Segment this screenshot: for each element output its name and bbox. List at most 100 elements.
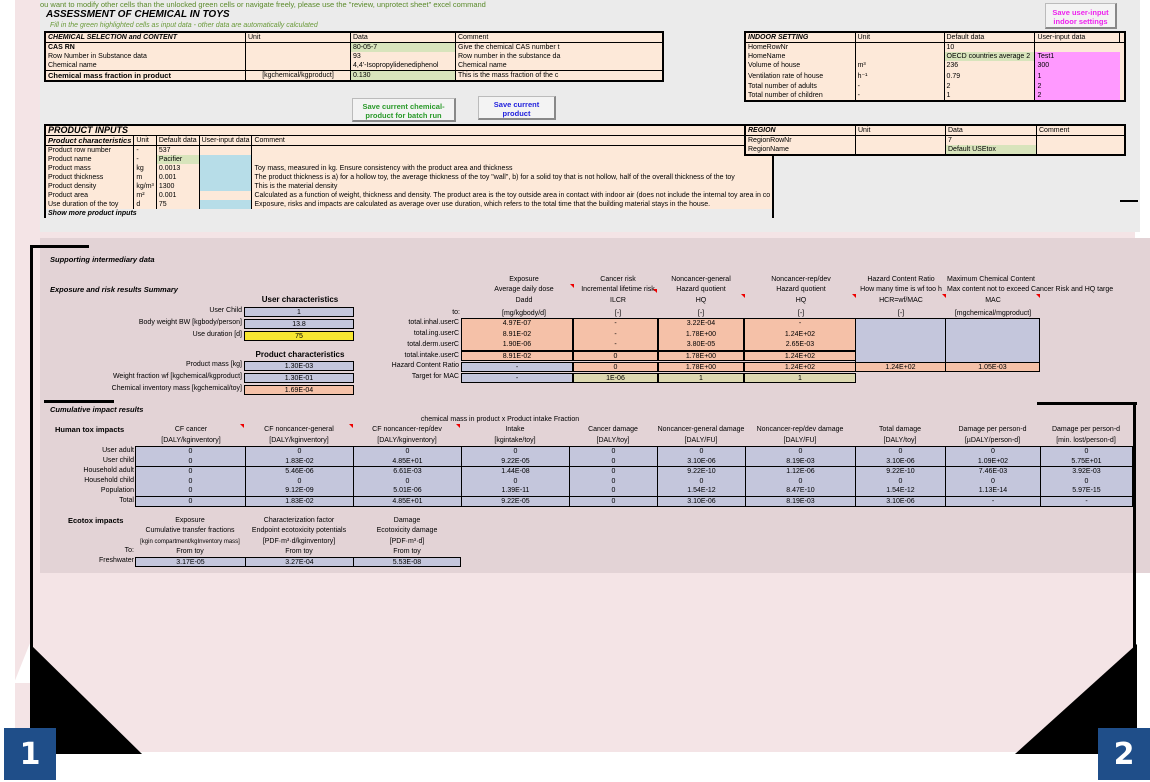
adults-unit: - [854,82,944,91]
risk-row-label: Hazard Content Ratio [391,362,459,369]
cell: - [1040,496,1133,507]
exposure-block [461,318,573,351]
save-product-button[interactable]: Save current product [478,96,556,120]
risk-value: 1E-06 [573,373,658,383]
ecotox-subheader: Ecotoxicity damage [376,527,438,534]
row-number-value: 93 [350,52,456,61]
cell: 9.22E-10 [657,466,746,477]
product-name-input[interactable] [198,155,252,164]
ecotox-unit: [PDF·m³·d/kginventory] [262,538,336,545]
page-title: ASSESSMENT OF CHEMICAL IN TOYS [46,9,230,20]
freshwater-cf: 3.27E-04 [245,557,354,567]
product-mass-default: 0.0013 [155,164,200,173]
border-mark [1120,200,1138,202]
risk-value: 3.80E-05 [686,341,716,348]
cum-unit: [DALY/FU] [783,437,817,444]
save-batch-button[interactable]: Save current chemical-product for batch … [352,98,456,122]
ecotox-from: From toy [393,548,421,555]
cum-unit: [µDALY/person-d] [964,437,1021,444]
cancer-risk-subheader: Incremental lifetime risk [581,286,655,293]
region-table: REGION Unit Data Comment RegionRowNr 7 Re… [744,124,1126,156]
product-density-comment: This is the material density [251,182,774,191]
ecotox-header: Damage [393,517,421,524]
exposure-header: Exposure [509,276,539,283]
spacer [1120,52,1126,61]
cum-unit: [DALY/kginventory] [269,437,329,444]
noncancer-repdev-subheader: Hazard quotient [776,286,826,293]
indoor-col-user: User-input data [1034,32,1120,43]
product-mass-summary-label: Product mass [kg] [185,361,242,368]
cell: 1.13E-14 [945,486,1041,496]
mass-fraction-unit: [kgchemical/kgproduct] [245,70,351,81]
ventilation-unit: h⁻¹ [854,70,944,82]
risk-value: 8.91E-02 [502,331,532,338]
cum-header: Damage per person-d [958,426,1027,433]
risk-value: 1.24E+02 [784,331,816,338]
adults-input[interactable]: 2 [1034,82,1120,91]
cell: 5.01E-06 [353,486,462,496]
risk-row-label: total.derm.userC [407,341,459,348]
cell: 0 [855,476,946,486]
use-duration-input[interactable] [198,200,252,209]
noncancer-repdev-unit: [-] [797,310,805,317]
mac-subheader: Max content not to exceed Cancer Risk an… [947,286,1114,293]
col-data: Data [350,32,456,43]
cell: 0 [353,446,462,457]
region-name-select[interactable]: Default USEtox [945,145,1037,155]
product-col-default: Default data [155,135,200,146]
cum-unit: [DALY/toy] [883,437,917,444]
product-area-default: 0.001 [155,191,200,200]
cell: 0 [135,446,246,457]
cell: 5.97E-15 [1040,486,1133,496]
cas-input[interactable]: 80-05-7 [350,42,456,52]
cell: 1.54E-12 [855,486,946,496]
product-col-user: User-input data [198,135,252,146]
home-name-select[interactable]: OECD countries average 2 [943,52,1035,61]
cum-header: Cancer damage [588,426,638,433]
risk-row-label: Target for MAC [411,373,459,380]
product-name-select[interactable]: Pacifier [155,155,200,164]
cell: 0 [1040,446,1133,457]
children-label: Total number of children [748,92,823,99]
cell: 0 [569,486,658,496]
children-input[interactable]: 2 [1034,91,1120,101]
cell: 0 [245,446,354,457]
results-area [40,238,1150,573]
home-name-input[interactable]: Test1 [1034,52,1120,61]
product-thickness-label: Product thickness [48,174,104,181]
mass-fraction-input[interactable]: 0.130 [350,70,456,81]
human-tox-title: Human tox impacts [55,425,125,434]
risk-value: 4.97E-07 [502,320,532,327]
cum-unit: [DALY/FU] [684,437,718,444]
volume-input[interactable]: 300 [1034,61,1120,70]
cell: 5.46E-06 [245,466,354,477]
ventilation-label: Ventilation rate of house [748,72,824,80]
home-row-unit [854,42,944,52]
cell: 4.85E+01 [353,456,462,467]
cum-header: Intake [505,426,525,433]
cell: 1.44E-08 [461,466,570,477]
cell: 0 [245,476,354,486]
risk-summary-title: Exposure and risk results Summary [50,285,178,294]
cell: 0 [855,446,946,457]
cell: 0 [569,476,658,486]
risk-value: 2.65E-03 [785,341,815,348]
product-subheader: Product characteristics [48,136,132,145]
show-more-product-inputs[interactable]: Show more product inputs [45,209,774,218]
cum-row-label: Population [100,487,134,494]
cum-row-label: Total [119,497,134,504]
save-indoor-button[interactable]: Save user-input indoor settings [1045,3,1117,29]
product-thickness-comment: The product thickness is a) for a hollow… [251,173,774,182]
mac-value: 1.05E-03 [945,362,1040,372]
hcr-subheader: How many time is wf too h [860,286,942,293]
mass-fraction-label: Chemical mass fraction in product [48,71,171,80]
use-duration-summary-value: 75 [244,331,354,341]
product-density-input[interactable] [198,182,252,191]
cell: 1.12E-06 [745,466,856,477]
product-mass-input[interactable] [198,164,252,173]
ventilation-input[interactable]: 1 [1034,70,1120,82]
product-thickness-input[interactable] [198,173,252,182]
protect-notice: ou want to modify other cells than the u… [40,0,486,9]
product-row-user [198,145,252,155]
noncancer-repdev-block [744,318,856,351]
